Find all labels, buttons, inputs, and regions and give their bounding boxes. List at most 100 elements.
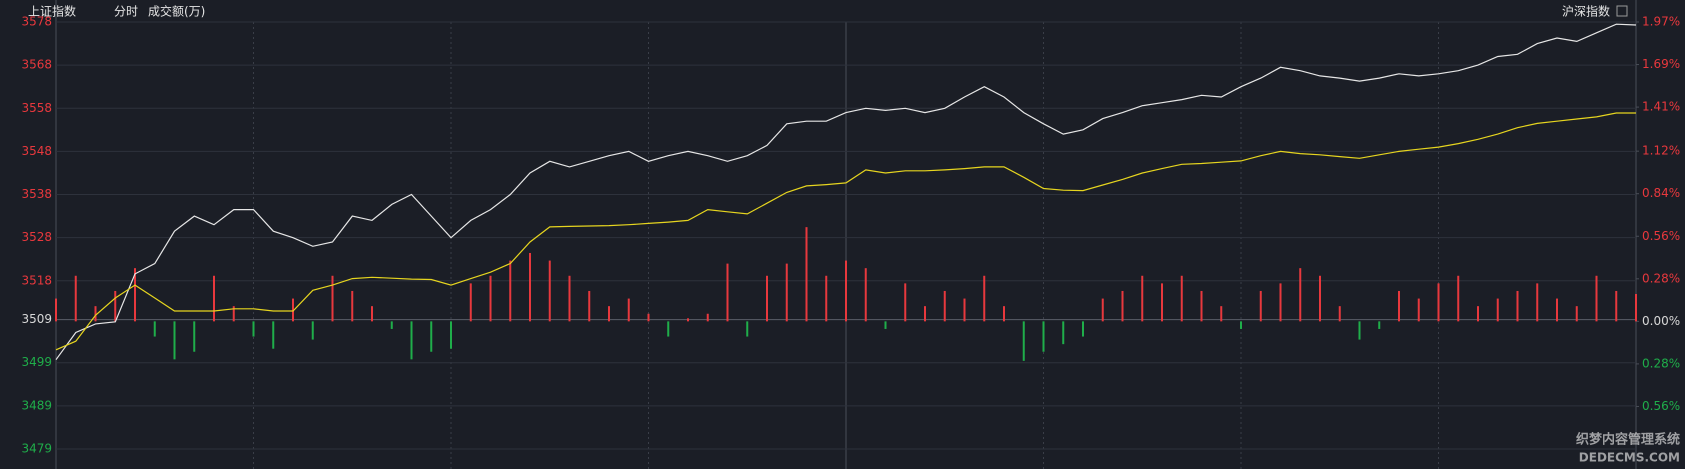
change-bar [884,321,887,329]
watermark: DEDECMS.COM [1579,451,1680,465]
change-bar [1378,321,1381,329]
y-tick-label: 3578 [21,15,52,29]
change-bar [1496,298,1499,322]
y-tick-label: 3489 [21,398,52,412]
change-bar [1556,298,1558,322]
change-bar [1615,290,1618,322]
change-bar [1398,290,1400,322]
change-bar [1477,306,1479,322]
change-bar [1437,283,1440,322]
change-bar [272,321,275,349]
change-bar [1220,306,1223,322]
change-bar [134,268,136,322]
change-bar [193,321,196,352]
change-bar [1575,306,1578,322]
y-tick-label: 3479 [21,442,52,456]
y2-tick-label: 0.00% [1642,314,1680,328]
change-bar [1457,275,1460,322]
change-bar [430,321,433,352]
change-bar [1082,321,1084,337]
change-bar [568,275,571,322]
change-bar [311,321,314,340]
change-bar [667,321,670,337]
change-bar [1338,306,1341,322]
change-bar [252,321,255,337]
change-bar [845,260,847,322]
change-bar [55,298,57,322]
change-bar [1595,275,1598,322]
change-bar [766,275,768,322]
change-bar [1141,275,1144,322]
change-bar [292,298,294,322]
change-bar [1299,268,1302,322]
change-bar [74,275,77,322]
y2-tick-label: 0.56% [1642,229,1680,243]
toggle-icon[interactable] [1616,5,1628,17]
change-bar [390,321,393,329]
change-bar [529,252,531,322]
change-bar [805,227,808,322]
change-bar [450,321,452,349]
y-tick-label: 3548 [21,144,52,158]
change-bar [94,306,97,322]
change-bar [588,290,591,322]
change-bar [1101,298,1104,322]
change-bar [825,275,828,322]
change-bar [904,283,907,322]
change-bar [1062,321,1065,345]
bar-layer [55,227,1637,361]
change-bar [1240,321,1242,329]
y2-tick-label: 0.56% [1642,399,1680,413]
change-bar [213,275,215,322]
vertical-grid [253,22,1439,469]
change-bar [687,318,689,322]
watermark: 织梦内容管理系统 [1576,432,1680,448]
change-bar [1536,283,1539,322]
change-bar [1042,321,1045,352]
change-bar [1161,283,1163,322]
y-tick-label: 3518 [21,273,52,287]
y2-tick-label: 1.41% [1642,100,1680,114]
y2-tick-label: 1.69% [1642,57,1680,71]
change-bar [114,290,117,322]
change-bar [706,313,709,322]
line-layer [55,23,1637,361]
change-bar [410,321,413,360]
change-bar [232,306,235,322]
change-bar [509,260,512,322]
y2-tick-label: 0.28% [1642,356,1680,370]
change-bar [608,306,610,322]
change-bar [1358,321,1361,340]
change-bar [489,275,492,322]
y-tick-label: 3538 [21,187,52,201]
y2-tick-label: 0.28% [1642,271,1680,285]
change-bar [1022,321,1025,361]
change-bar [1319,275,1321,322]
change-bar [943,290,946,322]
change-bar [726,263,729,322]
y2-tick-label: 0.84% [1642,186,1680,200]
change-bar [864,268,867,322]
volume-label: 成交额(万) [148,4,205,19]
change-bar [983,275,986,322]
change-bar [1279,283,1282,322]
change-bar [1003,306,1005,322]
change-bar [647,313,650,322]
change-bar [1180,275,1183,322]
chart-title: 上证指数 [28,4,76,19]
y-tick-label: 3528 [21,230,52,244]
y-tick-label: 3568 [21,58,52,72]
y-tick-label: 3558 [21,101,52,115]
change-bar [1200,290,1203,322]
change-bar [627,298,630,322]
change-bar [924,306,926,322]
change-bar [371,306,373,322]
y2-tick-label: 1.12% [1642,144,1680,158]
change-bar [1417,298,1420,322]
y2-tick-label: 1.97% [1642,15,1680,29]
change-bar [1259,290,1262,322]
change-bar [746,321,749,337]
change-bar [785,263,788,322]
